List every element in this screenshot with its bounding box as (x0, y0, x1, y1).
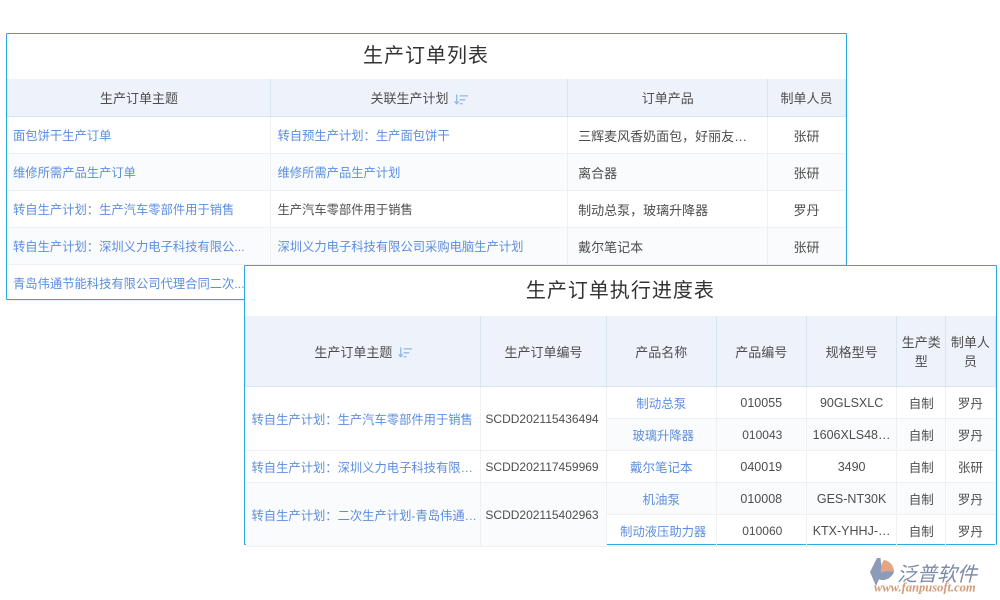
svg-text:www.fanpusoft.com: www.fanpusoft.com (874, 581, 976, 595)
